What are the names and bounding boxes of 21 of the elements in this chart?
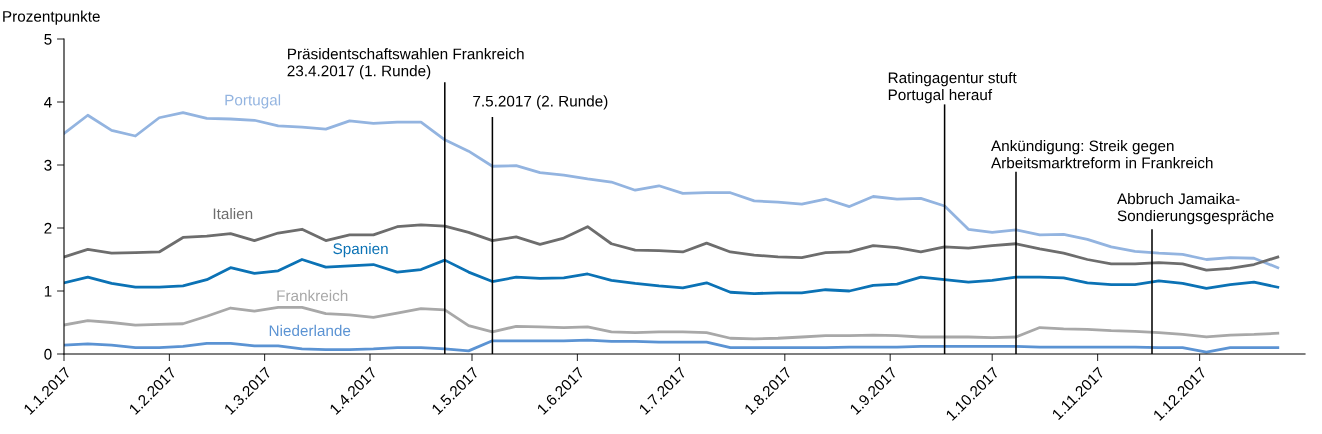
y-tick-label: 4	[44, 97, 52, 108]
ref-line-label: Präsidentschaftswahlen Frankreich 23.4.2017 (1. Runde)	[287, 48, 524, 80]
y-tick-label: 0	[44, 348, 52, 360]
series-label: Italien	[213, 207, 253, 220]
y-tick-label: 2	[44, 222, 52, 234]
series-label: Portugal	[225, 94, 281, 109]
y-tick-label: 5	[44, 34, 52, 45]
y-tick-label: 1	[44, 286, 52, 297]
ref-line-label: Abbruch Jamaika- Sondierungsgespräche	[1117, 192, 1274, 225]
line-series	[64, 305, 1280, 341]
y-axis-title: Prozentpunkte	[3, 10, 100, 25]
ref-line-label: Ankündigung: Streik gegen Arbeitsmarktreform in Frankreich	[991, 140, 1213, 169]
series-label: Spanien	[333, 242, 388, 258]
line-series	[64, 223, 1280, 272]
y-tick-label: 3	[44, 159, 52, 171]
ref-line-label: 7.5.2017 (2. Runde)	[473, 95, 608, 110]
line-series	[64, 111, 1280, 270]
ref-line-label: Ratingagentur stuft Portugal herauf	[888, 72, 1017, 104]
line-series	[64, 338, 1280, 354]
series-label: Niederlande	[269, 324, 351, 337]
series-label: Frankreich	[277, 289, 348, 302]
